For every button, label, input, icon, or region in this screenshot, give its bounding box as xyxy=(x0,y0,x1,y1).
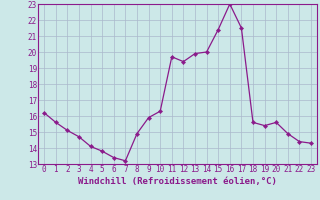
X-axis label: Windchill (Refroidissement éolien,°C): Windchill (Refroidissement éolien,°C) xyxy=(78,177,277,186)
